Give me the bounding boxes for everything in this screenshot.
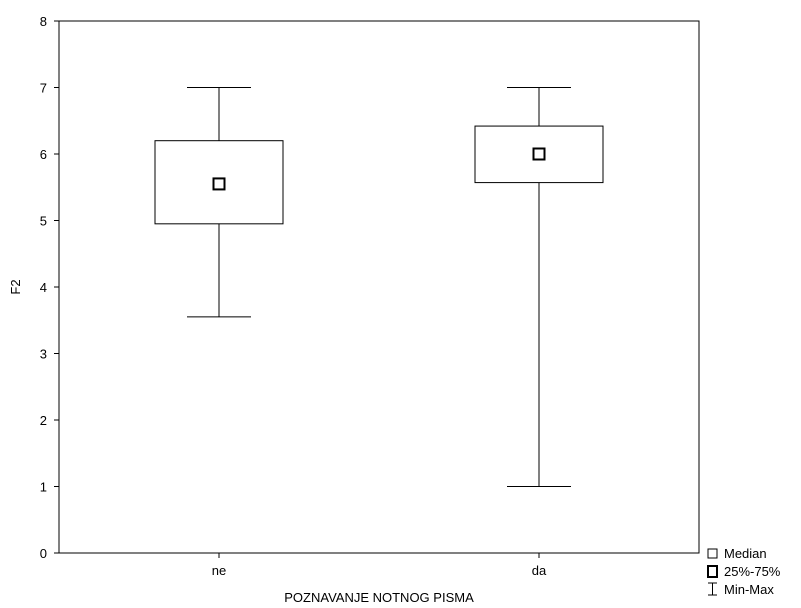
legend-item-whisker: Min-Max bbox=[708, 582, 774, 597]
y-tick-label: 8 bbox=[40, 14, 47, 29]
legend-median-symbol bbox=[707, 548, 718, 559]
x-tick-label: da bbox=[532, 563, 547, 578]
legend-label: Median bbox=[724, 546, 767, 561]
legend-box-symbol bbox=[707, 565, 718, 578]
y-tick-label: 0 bbox=[40, 546, 47, 561]
y-tick-label: 1 bbox=[40, 480, 47, 495]
legend-label: 25%-75% bbox=[724, 564, 781, 579]
box-da bbox=[474, 87, 604, 487]
y-axis: 0 1 2 3 4 5 6 7 8 bbox=[40, 14, 59, 561]
y-tick-label: 7 bbox=[40, 81, 47, 96]
y-tick-label: 2 bbox=[40, 413, 47, 428]
plot-frame bbox=[58, 20, 700, 554]
y-axis-label: F2 bbox=[8, 279, 23, 294]
x-axis: ne da bbox=[212, 553, 547, 578]
legend-item-box: 25%-75% bbox=[707, 564, 781, 579]
legend-label: Min-Max bbox=[724, 582, 774, 597]
x-axis-label: POZNAVANJE NOTNOG PISMA bbox=[284, 590, 474, 605]
legend: Median 25%-75% Min-Max bbox=[707, 546, 781, 597]
box-ne bbox=[154, 87, 284, 318]
y-tick-label: 6 bbox=[40, 147, 47, 162]
legend-whisker-symbol bbox=[708, 582, 717, 596]
y-tick-label: 3 bbox=[40, 347, 47, 362]
legend-item-square: Median bbox=[707, 546, 767, 561]
boxes bbox=[154, 87, 604, 487]
median-marker bbox=[212, 177, 226, 191]
median-marker bbox=[532, 147, 546, 161]
y-tick-label: 4 bbox=[40, 280, 47, 295]
y-tick-label: 5 bbox=[40, 214, 47, 229]
x-tick-label: ne bbox=[212, 563, 226, 578]
